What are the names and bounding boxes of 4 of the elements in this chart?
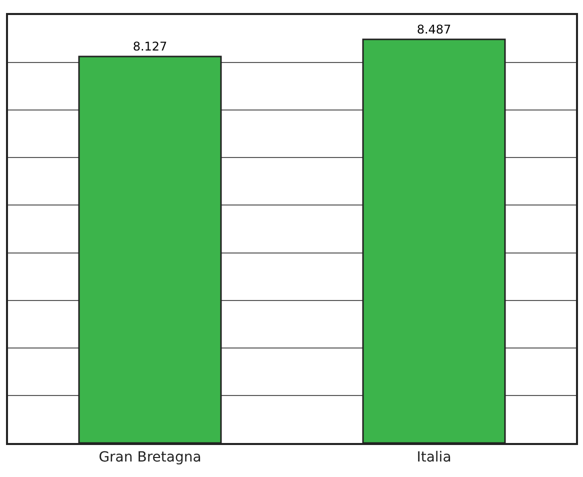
data-label: 8.127	[132, 40, 168, 54]
data-label: 8.487	[416, 22, 452, 36]
x-tick-label: Gran Bretagna	[98, 450, 202, 466]
x-tick-label: Italia	[416, 450, 452, 466]
